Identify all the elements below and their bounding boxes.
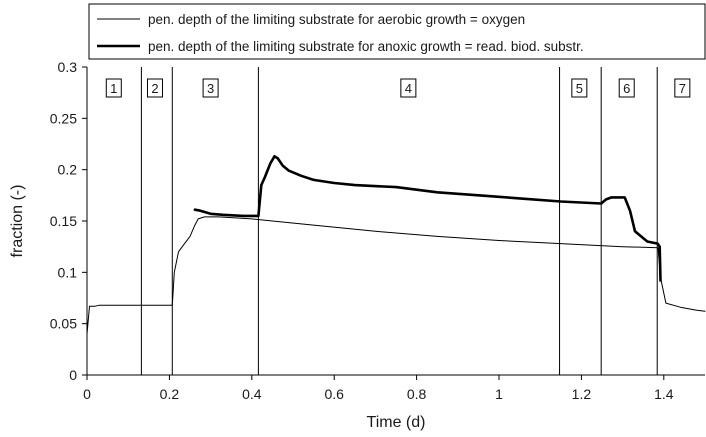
phase-label-text: 3 xyxy=(207,81,214,96)
phase-label-text: 1 xyxy=(110,81,117,96)
phase-label-text: 7 xyxy=(679,81,686,96)
plot-area: 1 2 3 4 5 6 7 0 0.2 0.4 0.6 0.8 1 1.2 1.4 0 0.05 0.1 0.1… xyxy=(50,59,706,402)
phase-label: 6 xyxy=(618,78,635,98)
y-axis-ticks: 0 0.05 0.1 0.15 0.2 0.25 0.3 xyxy=(50,59,87,383)
phase-labels: 1 2 3 4 5 6 7 xyxy=(105,78,691,98)
phase-label-box xyxy=(674,78,691,98)
phase-label-box xyxy=(202,78,219,98)
y-axis-label: fraction (-) xyxy=(9,185,26,258)
phase-label-box xyxy=(618,78,635,98)
phase-label-box xyxy=(105,78,122,98)
series-line-aerobic xyxy=(86,216,706,335)
series-layer xyxy=(86,155,706,335)
x-axis-label: Time (d) xyxy=(367,414,426,431)
y-tick-label: 0.25 xyxy=(50,110,77,126)
phase-label: 4 xyxy=(400,78,417,98)
y-tick-label: 0.3 xyxy=(58,59,78,75)
legend: pen. depth of the limiting substrate for… xyxy=(88,3,706,60)
legend-label-anoxic: pen. depth of the limiting substrate for… xyxy=(148,39,584,54)
x-tick-label: 0 xyxy=(83,386,91,402)
phase-label: 3 xyxy=(202,78,219,98)
y-tick-label: 0.2 xyxy=(58,162,78,178)
x-tick-label: 0.6 xyxy=(324,386,344,402)
x-tick-label: 0.4 xyxy=(242,386,262,402)
phase-label: 7 xyxy=(674,78,691,98)
y-tick-label: 0.15 xyxy=(50,213,77,229)
phase-label-text: 2 xyxy=(151,81,158,96)
legend-label-aerobic: pen. depth of the limiting substrate for… xyxy=(148,12,525,27)
legend-box xyxy=(88,3,706,60)
phase-label: 1 xyxy=(105,78,122,98)
x-tick-label: 0.8 xyxy=(407,386,427,402)
y-tick-label: 0.05 xyxy=(50,316,77,332)
y-tick-label: 0 xyxy=(69,367,77,383)
x-tick-label: 1 xyxy=(495,386,503,402)
phase-label: 2 xyxy=(146,78,163,98)
phase-label-text: 6 xyxy=(623,81,630,96)
x-axis-ticks: 0 0.2 0.4 0.6 0.8 1 1.2 1.4 xyxy=(83,375,674,402)
phase-label-text: 5 xyxy=(576,81,583,96)
phase-label-box xyxy=(400,78,417,98)
phase-label-box xyxy=(146,78,163,98)
phase-label-box xyxy=(571,78,588,98)
phase-label-text: 4 xyxy=(405,81,412,96)
phase-boundaries xyxy=(140,67,658,375)
x-tick-label: 1.2 xyxy=(572,386,592,402)
series-line-anoxic xyxy=(193,155,662,282)
x-tick-label: 0.2 xyxy=(160,386,180,402)
x-tick-label: 1.4 xyxy=(654,386,674,402)
phase-label: 5 xyxy=(571,78,588,98)
y-tick-label: 0.1 xyxy=(58,264,78,280)
